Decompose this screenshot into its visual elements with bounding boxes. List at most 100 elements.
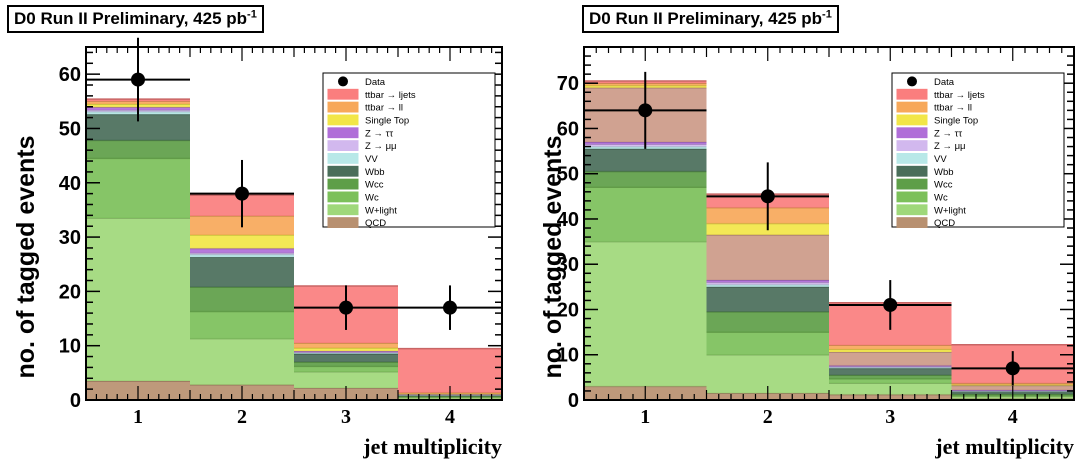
c1-ytick-label-70: 70 [557, 73, 579, 95]
c0-legend-label-1: ttbar → ljets [365, 90, 416, 101]
c0-legend-label-11: QCD [365, 218, 386, 229]
right-banner-exponent: -1 [822, 8, 832, 21]
c1-ytick-label-60: 60 [557, 118, 579, 140]
c1-bar-2-1 [584, 241, 707, 387]
c0-legend-label-10: W+light [365, 205, 397, 216]
c0-bar-11-4 [398, 348, 502, 393]
left-chart: 0 10 20 30 40 50 60 1 2 3 4 jet multiplicity no. of … [12, 37, 503, 459]
c1-bar-7-2 [706, 282, 829, 285]
c1-bar-5-1 [584, 148, 707, 172]
c0-xtick-label-4: 4 [445, 406, 455, 428]
c0-bar-8-2 [190, 248, 294, 253]
c0-legend-swatch-3 [327, 114, 359, 126]
c1-ytick-label-50: 50 [557, 164, 579, 186]
c0-legend-swatch-4 [327, 127, 359, 139]
c1-bar-9-2 [706, 234, 829, 281]
c0-bar-4-3 [294, 361, 398, 367]
c0-ytick-label-40: 40 [59, 173, 81, 195]
c1-legend-swatch-11 [896, 217, 928, 229]
c1-legend-swatch-2 [896, 101, 928, 113]
c1-data-point-3 [883, 297, 898, 312]
c1-bar-6-2 [706, 284, 829, 287]
c0-legend-swatch-6 [327, 153, 359, 164]
c1-legend-label-5: Z → μμ [934, 141, 966, 152]
c0-bar-4-1 [86, 140, 190, 159]
c0-legend-label-7: Wbb [365, 167, 385, 178]
c1-legend-label-2: ttbar → ll [934, 103, 972, 114]
c0-legend-swatch-2 [327, 101, 359, 113]
c0-bar-2-2 [190, 338, 294, 385]
c1-xtick-label-2: 2 [763, 406, 773, 428]
c0-bar-3-2 [190, 311, 294, 339]
c1-legend-swatch-1 [896, 88, 928, 100]
c0-data-point-3 [339, 300, 353, 315]
c1-legend-label-6: VV [934, 154, 947, 165]
c1-xaxis-label: jet multiplicity [934, 434, 1074, 459]
c1-data-point-2 [760, 189, 775, 204]
c0-bar-2-1 [86, 218, 190, 381]
c1-legend-label-7: Wbb [934, 167, 954, 178]
c1-bar-9-3 [829, 352, 952, 366]
c1-legend-swatch-8 [896, 178, 928, 190]
c1-legend-swatch-4 [896, 127, 928, 139]
c1-bar-5-3 [829, 368, 952, 376]
c1-legend-label-9: Wc [934, 192, 948, 203]
c0-ytick-label-30: 30 [59, 227, 81, 249]
c0-legend-label-9: Wc [365, 192, 379, 203]
c0-legend-swatch-5 [327, 140, 359, 152]
right-banner: D0 Run II Preliminary, 425 pb-1 [582, 5, 839, 33]
c0-ytick-label-20: 20 [59, 281, 81, 303]
c0-bar-10-3 [294, 342, 398, 348]
c1-ytick-label-20: 20 [557, 299, 579, 321]
c0-ytick-label-50: 50 [59, 118, 81, 140]
c1-bar-3-2 [706, 332, 829, 355]
c1-yaxis-label: no. of tagged events [539, 135, 567, 378]
c0-xtick-label-3: 3 [341, 406, 351, 428]
c1-bar-11-3 [829, 345, 952, 350]
right-banner-text: D0 Run II Preliminary, 425 pb [589, 9, 823, 28]
c1-legend-label-4: Z → ττ [934, 128, 962, 139]
c0-xtick-label-2: 2 [237, 406, 247, 428]
right-chart: 0 10 20 30 40 50 60 70 1 2 3 4 jet multiplicity no. o… [539, 46, 1075, 459]
c1-data-point-4 [1005, 361, 1020, 376]
c0-xaxis-label: jet multiplicity [362, 434, 502, 459]
c0-bar-9-3 [294, 347, 398, 352]
c0-bar-5-2 [190, 257, 294, 288]
c0-legend-label-3: Single Top [365, 115, 409, 126]
c0-legend-swatch-8 [327, 178, 359, 190]
c0-legend-label-8: Wcc [365, 180, 384, 191]
c1-legend-label-10: W+light [934, 205, 966, 216]
left-banner-text: D0 Run II Preliminary, 425 pb [14, 9, 248, 28]
c1-legend-swatch-10 [896, 204, 928, 216]
c1-bar-3-1 [584, 187, 707, 242]
c0-legend-swatch-1 [327, 88, 359, 100]
c0-yaxis-label: no. of tagged events [12, 135, 40, 378]
c1-legend-label-1: ttbar → ljets [934, 90, 985, 101]
c0-legend-label-0: Data [365, 77, 386, 88]
c0-bar-2-3 [294, 371, 398, 389]
c1-legend-swatch-3 [896, 114, 928, 126]
c0-legend-swatch-9 [327, 191, 359, 203]
c1-bar-4-1 [584, 171, 707, 188]
c0-ytick-label-0: 0 [70, 390, 81, 412]
left-panel: D0 Run II Preliminary, 425 pb-1 0 10 20 30 4… [7, 5, 503, 459]
c0-legend-marker-data [338, 76, 348, 87]
c1-bar-3-3 [829, 378, 952, 384]
c1-legend-swatch-5 [896, 140, 928, 152]
c0-bar-3-3 [294, 366, 398, 372]
c1-legend-swatch-7 [896, 165, 928, 177]
c0-legend-label-2: ttbar → ll [365, 103, 403, 114]
c1-ytick-label-30: 30 [557, 254, 579, 276]
c0-legend-label-5: Z → μμ [365, 141, 397, 152]
c0-ytick-label-60: 60 [59, 64, 81, 86]
c0-bar-3-1 [86, 158, 190, 219]
c1-legend-swatch-9 [896, 191, 928, 203]
c1-ytick-label-0: 0 [568, 390, 579, 412]
c1-bar-5-2 [706, 286, 829, 312]
c0-data-point-4 [443, 300, 457, 315]
left-banner: D0 Run II Preliminary, 425 pb-1 [7, 5, 264, 33]
c0-bar-5-3 [294, 353, 398, 362]
c1-legend-label-3: Single Top [934, 115, 978, 126]
c1-legend-label-8: Wcc [934, 180, 953, 191]
c0-legend-swatch-10 [327, 204, 359, 216]
